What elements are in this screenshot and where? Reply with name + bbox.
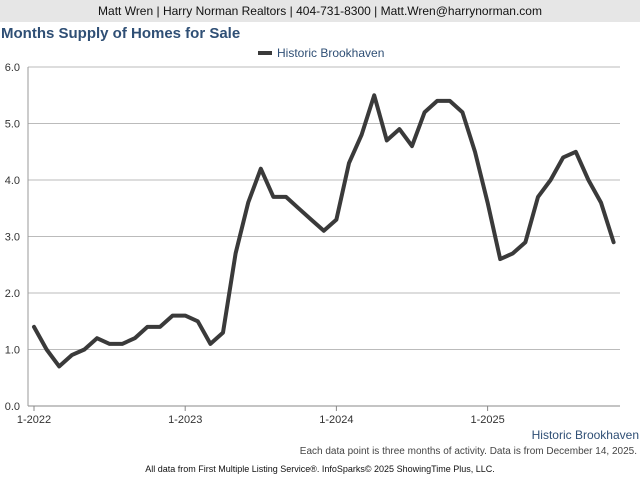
y-tick-label: 2.0 <box>5 288 20 300</box>
data-point <box>234 251 238 255</box>
data-point <box>284 195 288 199</box>
data-point <box>45 348 49 352</box>
data-point <box>120 342 124 346</box>
legend-series-label: Historic Brookhaven <box>277 46 385 60</box>
data-point <box>372 93 376 97</box>
data-note: Each data point is three months of activ… <box>299 446 637 457</box>
data-point <box>423 110 427 114</box>
y-tick-label: 3.0 <box>5 232 20 244</box>
chart-legend[interactable]: Historic Brookhaven <box>258 46 384 60</box>
x-tick-label: 1-2023 <box>168 414 202 426</box>
series-line-historic-brookhaven <box>32 93 616 369</box>
data-point <box>171 314 175 318</box>
data-point <box>397 127 401 131</box>
data-point <box>322 229 326 233</box>
data-point <box>586 178 590 182</box>
data-point <box>271 195 275 199</box>
data-point <box>82 348 86 352</box>
data-point <box>498 257 502 261</box>
data-point <box>183 314 187 318</box>
y-tick-label: 5.0 <box>5 119 20 131</box>
legend-line-swatch <box>258 51 272 55</box>
data-point <box>574 150 578 154</box>
footer-series-label[interactable]: Historic Brookhaven <box>531 428 639 442</box>
data-point <box>246 201 250 205</box>
y-tick-label: 4.0 <box>5 175 20 187</box>
data-point <box>133 336 137 340</box>
chart-title: Months Supply of Homes for Sale <box>1 25 241 42</box>
x-tick-label: 1-2024 <box>319 414 353 426</box>
contact-header: Matt Wren | Harry Norman Realtors | 404-… <box>0 0 640 22</box>
x-tick-label: 1-2022 <box>17 414 51 426</box>
data-point <box>460 110 464 114</box>
data-point <box>334 218 338 222</box>
data-point <box>196 319 200 323</box>
data-point <box>511 251 515 255</box>
y-tick-label: 0.0 <box>5 401 20 413</box>
data-point <box>599 201 603 205</box>
data-point <box>57 364 61 368</box>
data-point <box>108 342 112 346</box>
data-source: All data from First Multiple Listing Ser… <box>145 464 495 474</box>
data-point <box>259 167 263 171</box>
data-point <box>385 138 389 142</box>
y-tick-label: 6.0 <box>5 62 20 74</box>
data-point <box>435 99 439 103</box>
data-point <box>347 161 351 165</box>
data-point <box>221 331 225 335</box>
data-point <box>473 150 477 154</box>
data-point <box>536 195 540 199</box>
data-point <box>208 342 212 346</box>
x-tick-label: 1-2025 <box>470 414 504 426</box>
data-point <box>549 178 553 182</box>
data-point <box>561 155 565 159</box>
data-point <box>360 133 364 137</box>
data-point <box>158 325 162 329</box>
data-point <box>486 201 490 205</box>
data-point <box>32 325 36 329</box>
data-point <box>523 240 527 244</box>
data-point <box>145 325 149 329</box>
y-tick-label: 1.0 <box>5 345 20 357</box>
data-point <box>448 99 452 103</box>
data-point <box>309 218 313 222</box>
data-point <box>612 240 616 244</box>
data-point <box>410 144 414 148</box>
data-point <box>70 353 74 357</box>
data-point <box>297 206 301 210</box>
data-point <box>95 336 99 340</box>
